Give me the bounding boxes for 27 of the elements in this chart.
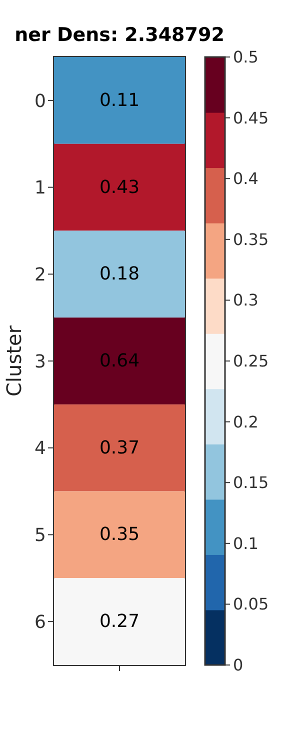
y-tick-label: 6 xyxy=(34,612,46,633)
color-bar-label: 0.35 xyxy=(233,230,269,249)
chart-title: ner Dens: 2.348792 xyxy=(14,24,226,46)
data-label: 0.18 xyxy=(99,264,140,285)
color-bar-label: 0.3 xyxy=(233,290,258,310)
data-label: 0.11 xyxy=(99,90,140,111)
data-label: 0.35 xyxy=(99,524,140,546)
data-label: 0.27 xyxy=(99,611,140,632)
color-bar-label: 0.1 xyxy=(233,534,258,553)
color-bar-label: 0.5 xyxy=(233,48,258,66)
data-label: 0.37 xyxy=(99,437,140,458)
y-tick-label: 4 xyxy=(34,438,46,460)
color-bar-label: 0.25 xyxy=(233,352,269,370)
y-tick-label: 5 xyxy=(34,525,46,546)
color-bar-label: 0.05 xyxy=(233,594,269,614)
y-tick-label: 0 xyxy=(34,90,46,112)
data-label: 0.43 xyxy=(99,176,140,198)
color-bar-label: 0.2 xyxy=(233,412,258,432)
color-bar-label: 0.15 xyxy=(233,473,269,492)
y-tick-label: 2 xyxy=(34,264,46,286)
color-bar-label: 0.4 xyxy=(233,169,258,188)
y-axis-title: Cluster xyxy=(2,324,26,396)
y-tick-label: 1 xyxy=(34,178,46,199)
data-label: 0.64 xyxy=(99,350,140,372)
color-bar-label: 0.45 xyxy=(233,108,269,128)
color-bar-label: 0 xyxy=(233,656,244,674)
y-tick-label: 3 xyxy=(34,351,46,372)
